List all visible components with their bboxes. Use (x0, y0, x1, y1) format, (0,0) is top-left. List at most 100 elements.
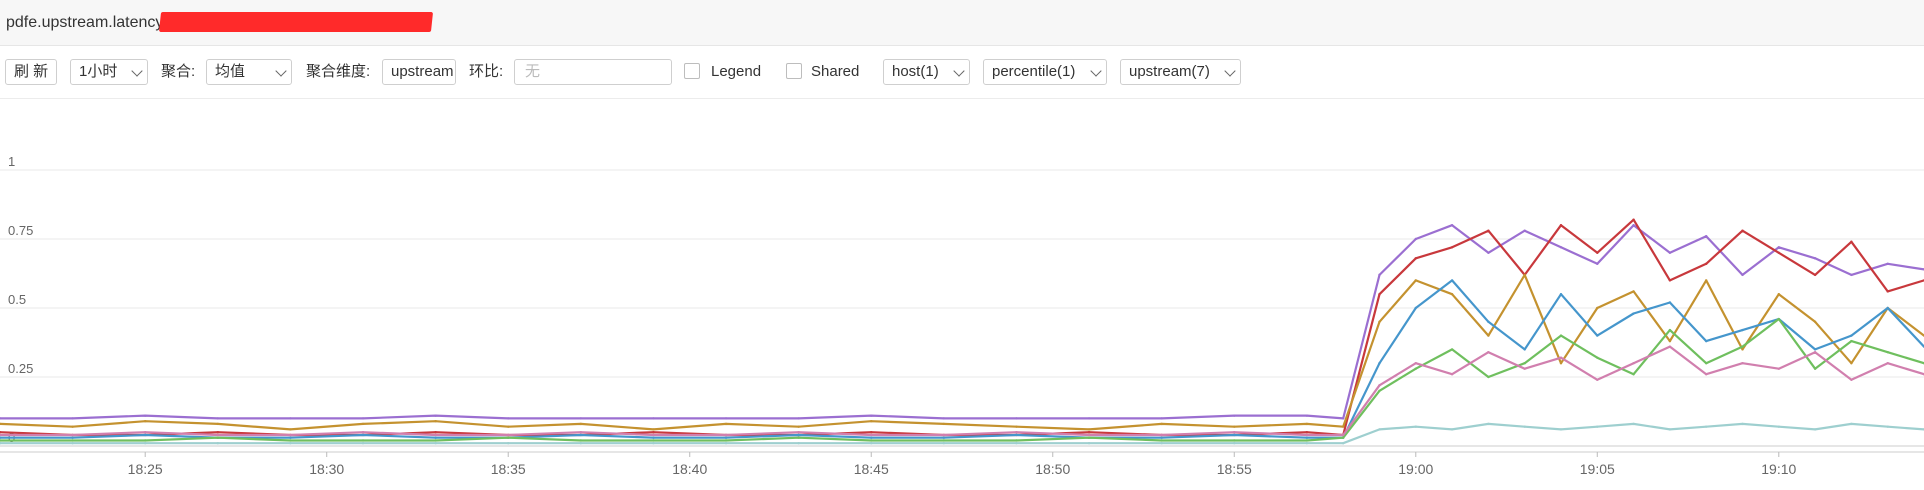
toolbar: 刷 新 1小时 聚合: 均值 聚合维度: upstream 环比: 无 Lege… (0, 46, 1924, 99)
data-point (144, 419, 147, 423)
data-point (434, 414, 437, 417)
data-point (1015, 425, 1018, 428)
data-point (1414, 237, 1417, 241)
data-point (1160, 442, 1163, 445)
data-point (942, 436, 946, 439)
aggregate-label: 聚合: (161, 63, 196, 80)
ratio-input[interactable]: 无 (514, 59, 672, 85)
data-point (1487, 251, 1490, 254)
data-point (1704, 279, 1708, 282)
data-point (652, 439, 655, 442)
data-point (1160, 422, 1163, 426)
data-point (1559, 246, 1563, 249)
chevron-down-icon (275, 65, 287, 77)
host-filter-select[interactable]: host(1) (883, 59, 970, 85)
data-point (1886, 350, 1889, 354)
data-point (144, 433, 147, 437)
data-point (1450, 373, 1454, 376)
data-point (1450, 246, 1454, 249)
time-range-value: 1小时 (79, 63, 118, 80)
data-point (797, 436, 800, 439)
data-point (216, 417, 220, 420)
data-point (1559, 293, 1563, 296)
shared-label: Shared (811, 63, 860, 80)
series-line-3 (0, 273, 1924, 431)
x-tick-label: 18:35 (491, 461, 526, 477)
data-point (289, 436, 292, 439)
data-point (1850, 334, 1853, 337)
data-point (1015, 442, 1018, 445)
data-point (1559, 428, 1563, 431)
data-point (652, 442, 655, 445)
chevron-down-icon (1090, 65, 1102, 77)
data-point (1813, 428, 1817, 431)
data-point (1596, 425, 1599, 428)
upstream-filter-select[interactable]: upstream(7) (1120, 59, 1241, 85)
data-point (1523, 367, 1526, 370)
data-point (1487, 350, 1490, 354)
data-point (942, 439, 946, 442)
data-point (1813, 350, 1817, 354)
data-point (1160, 439, 1163, 442)
data-point (1813, 348, 1817, 351)
data-point (1886, 425, 1889, 428)
data-point (1305, 442, 1309, 445)
data-point (144, 442, 147, 445)
data-point (289, 442, 292, 445)
data-point (1341, 425, 1345, 428)
data-point (652, 431, 655, 434)
data-point (1632, 362, 1635, 365)
data-point (1378, 320, 1381, 323)
refresh-button[interactable]: 刷 新 (5, 59, 57, 85)
data-point (1523, 348, 1526, 351)
data-point (1741, 345, 1744, 348)
series-line-5 (0, 317, 1924, 442)
data-point (0, 422, 2, 426)
chevron-down-icon (1224, 65, 1236, 77)
data-point (1850, 362, 1853, 365)
data-point (652, 433, 655, 437)
data-point (724, 422, 728, 426)
data-point (216, 431, 220, 434)
aggregate-dimension-select[interactable]: upstream (382, 59, 456, 85)
data-point (0, 442, 2, 445)
data-point (507, 442, 510, 445)
data-point (434, 419, 437, 423)
data-point (216, 433, 220, 437)
data-point (1233, 433, 1236, 437)
data-point (1414, 367, 1417, 370)
percentile-filter-value: percentile(1) (992, 63, 1076, 80)
data-point (1305, 431, 1309, 434)
data-point (1523, 425, 1526, 428)
data-point (289, 433, 292, 437)
data-point (0, 417, 2, 420)
data-point (216, 442, 220, 445)
data-point (1668, 251, 1672, 254)
data-point (942, 422, 946, 426)
data-point (361, 433, 365, 437)
data-point (1015, 433, 1018, 437)
time-range-select[interactable]: 1小时 (70, 59, 148, 85)
data-point (361, 442, 365, 445)
data-point (1487, 229, 1490, 232)
legend-checkbox[interactable] (684, 63, 700, 79)
data-point (1233, 425, 1236, 428)
data-point (1378, 293, 1381, 296)
aggregate-select[interactable]: 均值 (206, 59, 292, 85)
data-point (1813, 257, 1817, 260)
shared-checkbox[interactable] (786, 63, 802, 79)
data-point (579, 439, 583, 442)
data-point (579, 422, 583, 426)
data-point (870, 414, 873, 417)
data-point (1886, 306, 1889, 310)
data-point (1559, 356, 1563, 359)
data-point (1087, 417, 1091, 420)
data-point (1559, 224, 1563, 227)
data-point (1523, 229, 1526, 232)
data-point (1704, 425, 1708, 428)
title-bar: pdfe.upstream.latency/collect i.com (0, 0, 1924, 46)
percentile-filter-select[interactable]: percentile(1) (983, 59, 1107, 85)
data-point (1414, 362, 1417, 365)
data-point (507, 433, 510, 437)
data-point (216, 436, 220, 439)
